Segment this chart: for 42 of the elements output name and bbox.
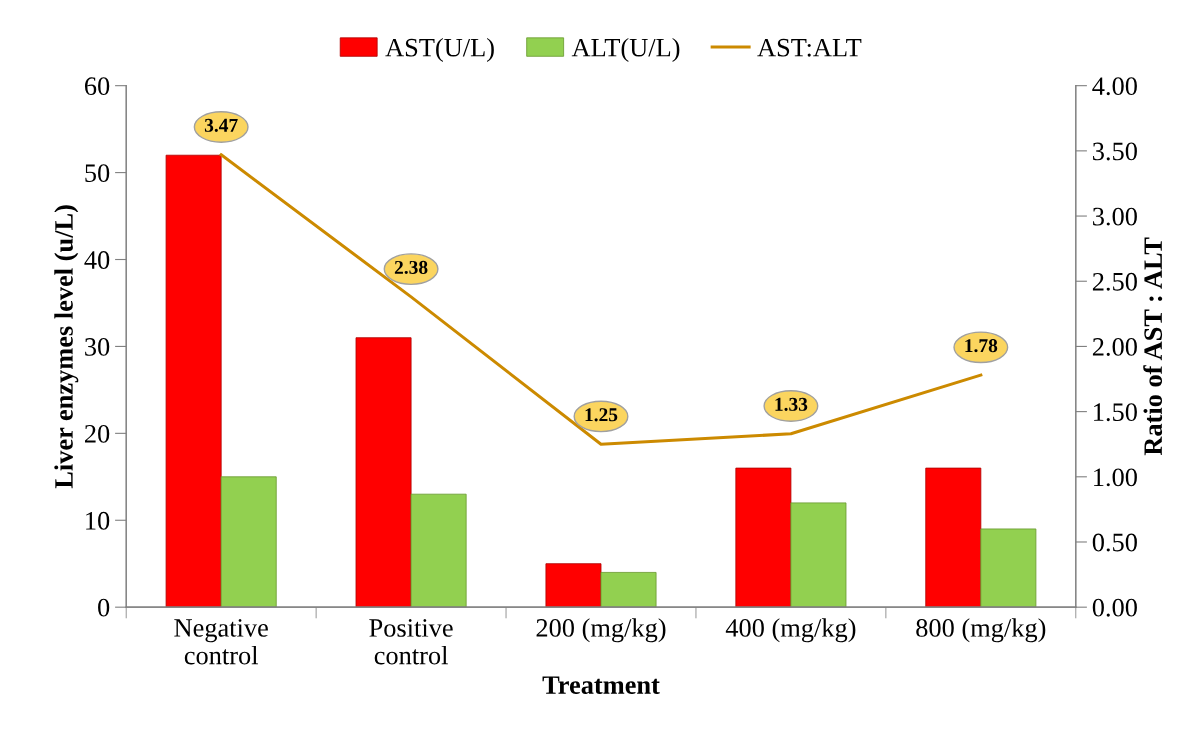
y-tick-label: 60 [84, 77, 110, 96]
data-label: 1.33 [775, 397, 808, 411]
y2-tick-label: 4.00 [1092, 77, 1137, 96]
data-label: 1.78 [965, 339, 998, 353]
x-tick-label: Positive control [369, 619, 453, 665]
y2-tick-label: 3.00 [1093, 207, 1137, 226]
y-tick-label: 30 [85, 338, 110, 356]
bar [410, 493, 467, 608]
x-tick-label: 200 (mg/kg) [536, 618, 666, 643]
data-label: 1.25 [585, 408, 618, 422]
bar [735, 467, 792, 608]
bar [925, 467, 982, 608]
bar [545, 563, 602, 608]
legend-label: AST:ALT [757, 38, 862, 57]
x-tick-label: 400 (mg/kg) [725, 618, 856, 643]
y-tick-label: 40 [84, 251, 110, 269]
legend-label: ALT(U/L) [571, 37, 680, 62]
y2-tick-label: 2.00 [1092, 338, 1137, 356]
bar [165, 154, 222, 608]
bar [790, 502, 847, 608]
y2-tick-label: 1.00 [1094, 468, 1137, 487]
data-label: 2.38 [394, 260, 428, 275]
y2-axis-title: Ratio of AST : ALT [1143, 237, 1163, 456]
x-axis-title: Treatment [542, 676, 660, 694]
legend-label: AST(U/L) [385, 37, 494, 62]
y-tick-label: 0 [98, 598, 110, 617]
y2-tick-label: 0.00 [1092, 598, 1137, 617]
y2-tick-label: 1.50 [1094, 403, 1137, 422]
bar [600, 571, 657, 608]
data-label: 3.47 [204, 118, 238, 132]
x-tick-label: 800 (mg/kg) [916, 618, 1046, 643]
y-tick-label: 20 [85, 424, 110, 443]
x-tick-label: Negative control [174, 619, 268, 665]
bar [980, 528, 1037, 608]
bar [220, 476, 277, 608]
y2-tick-label: 0.50 [1092, 533, 1137, 552]
y-axis-title: Liver enzymes level (u/L) [54, 205, 79, 489]
y2-tick-label: 3.50 [1093, 142, 1137, 161]
y2-tick-label: 2.50 [1092, 272, 1137, 291]
bar [355, 337, 412, 608]
y-tick-label: 10 [86, 511, 110, 530]
y-tick-label: 50 [85, 164, 110, 183]
